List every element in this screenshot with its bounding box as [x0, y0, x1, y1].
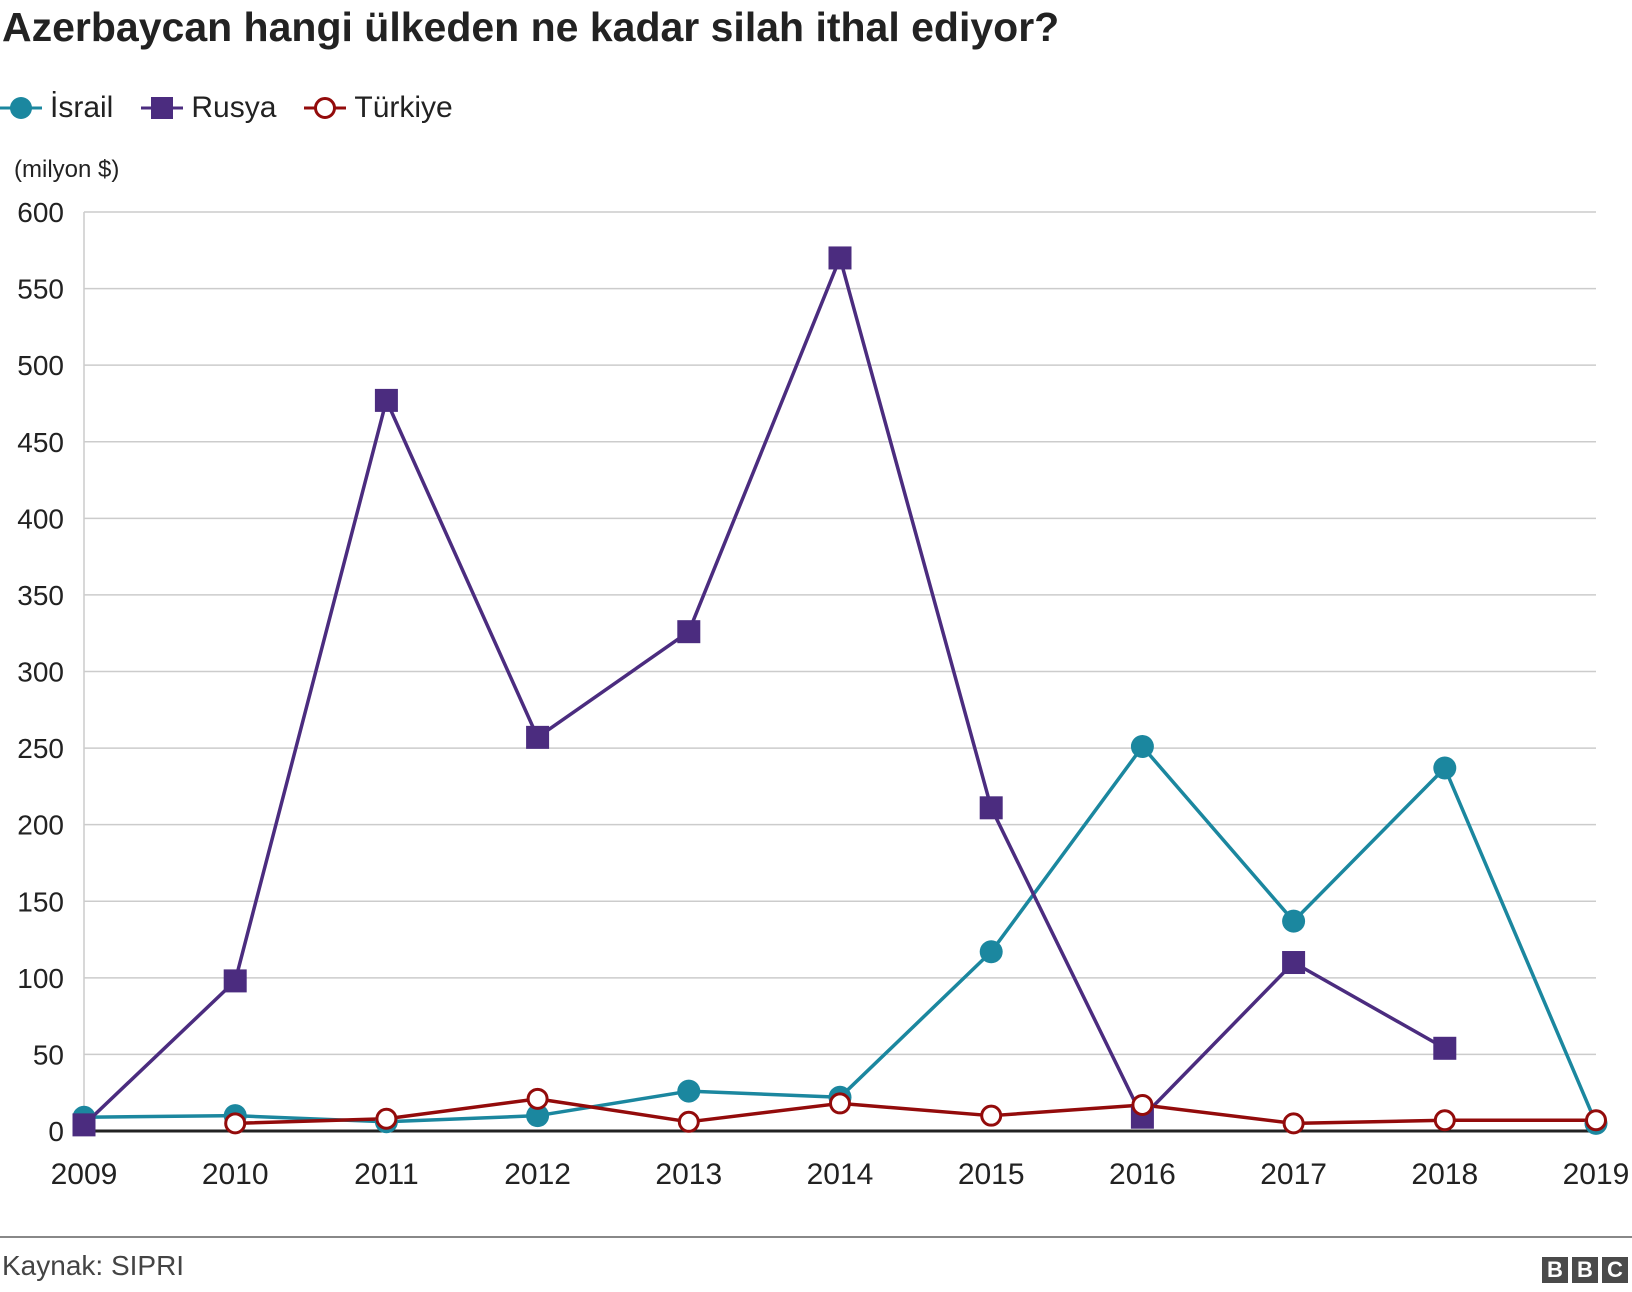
chart-title: Azerbaycan hangi ülkeden ne kadar silah … [2, 4, 1060, 50]
data-point-russia-2010 [223, 969, 247, 993]
data-point-israel-2015 [979, 940, 1003, 964]
data-point-israel-2018 [1433, 756, 1457, 780]
x-tick-label: 2017 [1260, 1158, 1327, 1191]
data-point-israel-2016 [1130, 735, 1154, 759]
legend-label-russia: Rusya [191, 91, 277, 124]
series-line-russia [82, 256, 1446, 1127]
data-point-turkey-2018 [1433, 1109, 1456, 1132]
legend-label-turkey: Türkiye [354, 91, 453, 124]
legend-marker-square-icon [141, 97, 184, 119]
legend-marker-hollow-circle-icon [304, 97, 347, 119]
y-tick-label: 400 [17, 503, 64, 534]
x-tick-label: 2014 [807, 1158, 874, 1191]
y-tick-label: 200 [17, 810, 64, 841]
data-point-turkey-2014 [829, 1092, 851, 1115]
x-tick-label: 2018 [1411, 1158, 1478, 1191]
data-point-russia-2014 [828, 246, 852, 270]
y-tick-label: 350 [17, 580, 64, 611]
y-tick-label: 150 [17, 886, 64, 917]
footer-divider [0, 1236, 1632, 1238]
line-chart: 0 50 100 150 200 250 300 350 400 450 500 550 600 2009… [17, 197, 1630, 1191]
bbc-logo-letter-b1: B [1542, 1257, 1568, 1283]
data-point-turkey-2012 [526, 1087, 549, 1110]
data-point-turkey-2017 [1282, 1112, 1305, 1135]
y-tick-label: 450 [17, 427, 64, 458]
bbc-logo-letter-b2: B [1572, 1257, 1598, 1283]
legend-item-russia: Rusya [141, 88, 276, 128]
x-tick-label: 2013 [655, 1158, 722, 1191]
x-tick-label: 2011 [354, 1158, 419, 1191]
data-point-russia-2011 [374, 388, 398, 412]
bbc-logo-letter-c: C [1602, 1257, 1628, 1283]
data-point-turkey-2011 [375, 1107, 398, 1130]
y-tick-label: 550 [17, 274, 64, 305]
x-tick-label: 2009 [51, 1158, 118, 1191]
legend-item-israel: İsrail [0, 88, 113, 128]
x-tick-label: 2012 [504, 1158, 571, 1191]
series-line-turkey [235, 1097, 1596, 1126]
data-point-turkey-2016 [1131, 1093, 1154, 1116]
y-tick-label: 50 [33, 1039, 64, 1070]
data-point-russia-2013 [677, 620, 701, 644]
bbc-logo: B B C [1538, 1257, 1628, 1283]
data-point-israel-2013 [677, 1079, 701, 1103]
data-point-turkey-2013 [677, 1110, 700, 1133]
data-point-russia-2012 [526, 725, 550, 749]
y-tick-label: 250 [17, 733, 64, 764]
legend-item-turkey: Türkiye [304, 88, 453, 128]
x-tick-label: 2019 [1563, 1158, 1630, 1191]
data-point-turkey-2019 [1585, 1109, 1607, 1132]
legend-label-israel: İsrail [50, 91, 114, 124]
x-tick-label: 2015 [958, 1158, 1025, 1191]
data-point-russia-2018 [1433, 1036, 1457, 1060]
y-tick-label: 500 [17, 350, 64, 381]
y-tick-label: 600 [17, 197, 64, 228]
data-point-russia-2015 [979, 796, 1003, 820]
x-tick-label: 2010 [202, 1158, 269, 1191]
series-line-israel [83, 744, 1598, 1125]
y-tick-label: 100 [17, 963, 64, 994]
legend-marker-circle-icon [0, 97, 42, 119]
data-point-russia-2017 [1282, 951, 1306, 975]
x-tick-label: 2016 [1109, 1158, 1176, 1191]
y-tick-label: 0 [48, 1116, 64, 1147]
y-axis-unit-label: (milyon $) [14, 156, 120, 183]
chart-legend: İsrail Rusya Türkiye [0, 88, 481, 128]
data-point-russia-2009 [72, 1113, 96, 1137]
y-tick-label: 300 [17, 657, 64, 688]
data-point-turkey-2015 [980, 1104, 1003, 1127]
data-point-israel-2012 [526, 1104, 550, 1128]
data-point-israel-2017 [1282, 909, 1306, 933]
data-point-turkey-2010 [224, 1112, 247, 1135]
source-note: Kaynak: SIPRI [2, 1250, 185, 1281]
